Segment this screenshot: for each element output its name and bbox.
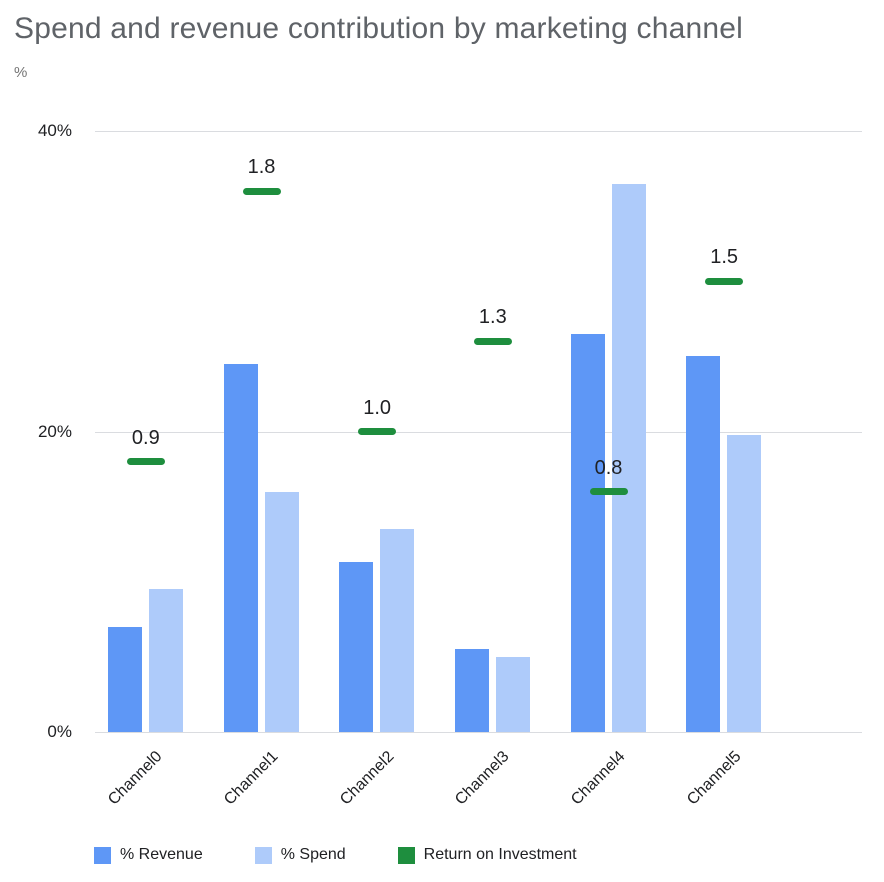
roi-value-label: 1.8	[247, 156, 276, 179]
legend-label: % Revenue	[120, 846, 203, 863]
roi-marker[interactable]	[705, 277, 744, 285]
x-axis-tick-label: Channel3	[452, 748, 513, 809]
roi-marker[interactable]	[589, 488, 628, 496]
y-gridline	[95, 431, 862, 433]
y-axis-tick-label: 20%	[37, 421, 72, 441]
legend-swatch-icon	[397, 846, 415, 864]
revenue-bar[interactable]	[107, 626, 142, 732]
legend-item[interactable]: % Spend	[254, 846, 346, 864]
x-axis-tick-label: Channel1	[221, 748, 282, 809]
roi-marker[interactable]	[126, 458, 165, 466]
spend-bar[interactable]	[495, 656, 530, 732]
roi-marker[interactable]	[473, 337, 512, 345]
roi-value-label: 1.0	[363, 396, 392, 419]
roi-value-label: 0.8	[594, 456, 623, 479]
roi-value-label: 0.9	[131, 426, 160, 449]
roi-marker[interactable]	[242, 187, 281, 195]
legend-label: % Spend	[280, 846, 346, 863]
spend-bar[interactable]	[611, 183, 646, 732]
legend-swatch-icon	[94, 846, 111, 864]
x-axis-tick-label: Channel0	[105, 748, 166, 809]
spend-bar[interactable]	[380, 529, 415, 732]
roi-value-label: 1.5	[710, 246, 739, 269]
chart-title: Spend and revenue contribution by market…	[14, 12, 744, 45]
y-gridline	[95, 732, 862, 733]
y-axis-tick-label: 0%	[47, 722, 72, 741]
spend-bar[interactable]	[148, 589, 183, 732]
revenue-bar[interactable]	[339, 562, 374, 732]
x-axis-tick-label: Channel5	[683, 748, 745, 809]
revenue-bar[interactable]	[570, 333, 605, 732]
x-axis-tick-label: Channel4	[568, 748, 629, 809]
revenue-bar[interactable]	[454, 649, 489, 732]
spend-bar[interactable]	[727, 434, 762, 732]
legend-swatch-icon	[254, 846, 272, 864]
y-gridline	[95, 131, 862, 132]
legend-item[interactable]: % Revenue	[94, 846, 203, 864]
roi-marker[interactable]	[358, 428, 397, 435]
legend-label: Return on Investment	[423, 846, 577, 863]
revenue-bar[interactable]	[223, 363, 258, 732]
x-axis-tick-label: Channel2	[336, 748, 398, 809]
revenue-bar[interactable]	[686, 356, 721, 732]
legend-item[interactable]: Return on Investment	[397, 846, 577, 864]
spend-bar[interactable]	[264, 491, 299, 732]
roi-value-label: 1.3	[478, 306, 507, 329]
y-axis-unit-label: %	[14, 64, 28, 81]
chart-legend: % Revenue % Spend Return on Investment	[94, 846, 577, 864]
y-axis-tick-label: 40%	[37, 121, 72, 140]
